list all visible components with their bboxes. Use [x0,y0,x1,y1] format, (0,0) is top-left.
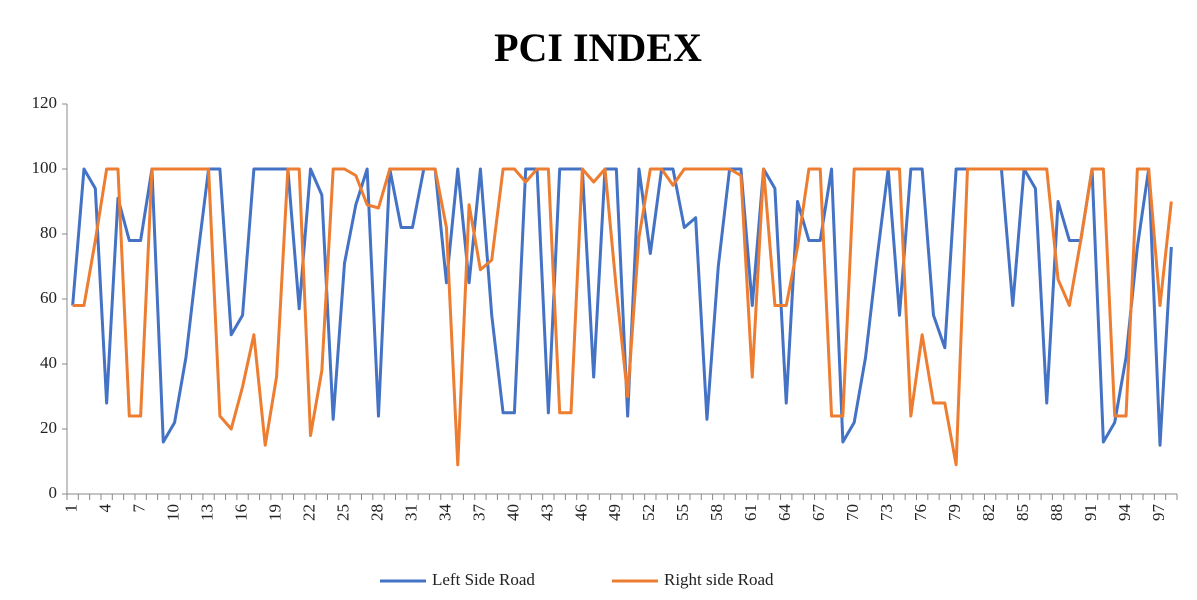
x-tick-label: 73 [877,504,896,521]
x-tick-label: 76 [911,504,930,521]
x-tick-label: 70 [843,504,862,521]
x-tick-label: 19 [265,504,284,521]
x-tick-label: 67 [809,504,828,522]
x-tick-label: 25 [333,504,352,521]
x-tick-label: 97 [1149,504,1168,522]
y-tick-label: 80 [40,223,57,242]
x-tick-label: 82 [979,504,998,521]
x-tick-label: 7 [130,504,149,513]
x-tick-label: 10 [164,504,183,521]
x-tick-label: 40 [503,504,522,521]
x-tick-label: 58 [707,504,726,521]
y-tick-label: 60 [40,288,57,307]
x-tick-label: 52 [639,504,658,521]
x-tick-label: 85 [1013,504,1032,521]
x-tick-label: 46 [571,504,590,521]
x-tick-label: 55 [673,504,692,521]
x-tick-label: 28 [367,504,386,521]
x-tick-label: 64 [775,504,794,522]
x-tick-label: 49 [605,504,624,521]
x-tick-label: 43 [537,504,556,521]
y-tick-label: 40 [40,353,57,372]
x-tick-label: 37 [469,504,488,522]
legend-label: Right side Road [664,570,774,589]
x-tick-label: 88 [1047,504,1066,521]
y-tick-label: 20 [40,418,57,437]
y-tick-label: 100 [32,158,58,177]
x-tick-label: 4 [96,504,115,513]
series-line [72,167,1173,467]
chart-title: PCI INDEX [494,25,702,70]
x-tick-label: 79 [945,504,964,521]
y-tick-label: 0 [49,483,58,502]
x-tick-label: 91 [1081,504,1100,521]
x-tick-label: 1 [62,504,81,513]
legend-label: Left Side Road [432,570,535,589]
x-tick-label: 13 [197,504,216,521]
x-tick-label: 31 [401,504,420,521]
x-tick-label: 94 [1115,504,1134,522]
x-tick-label: 61 [741,504,760,521]
x-tick-label: 34 [435,504,454,522]
x-tick-label: 16 [231,504,250,521]
y-tick-label: 120 [32,93,58,112]
x-tick-label: 22 [299,504,318,521]
